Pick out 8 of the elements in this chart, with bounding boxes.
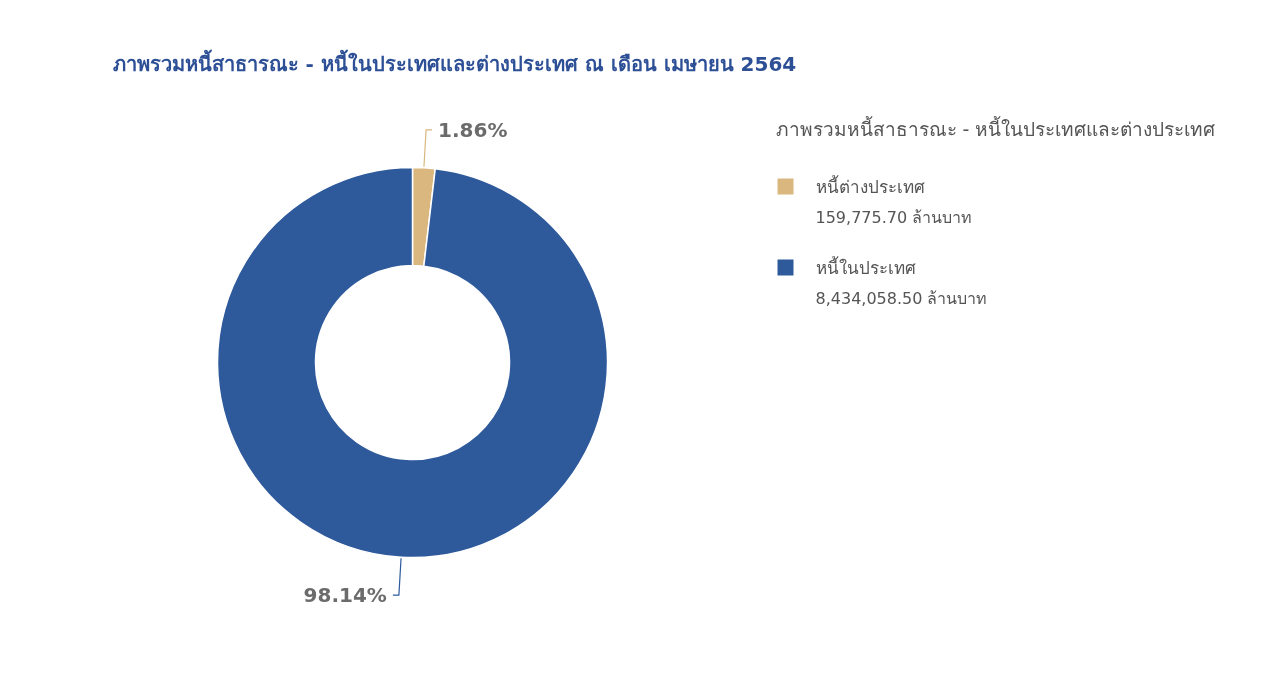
legend-label: หนี้ในประเทศ [815,255,916,278]
text: 159,775.70 ล้านบาท [815,208,973,227]
chart-title: ภาพรวมหนี้สาธารณะ - หนี้ในประเทศและต่างประเทศ ณ เดือน เมษายน 2564 [112,48,797,76]
legend-label: หนี้ต่างประเทศ [815,174,925,197]
text: 8,434,058.50 ล้านบาท [815,289,988,308]
data-label: 98.14% [303,583,387,608]
data-label: 1.86% [438,117,508,142]
legend-title: ภาพรวมหนี้สาธารณะ - หนี้ในประเทศและต่างประเทศ [775,115,1216,140]
